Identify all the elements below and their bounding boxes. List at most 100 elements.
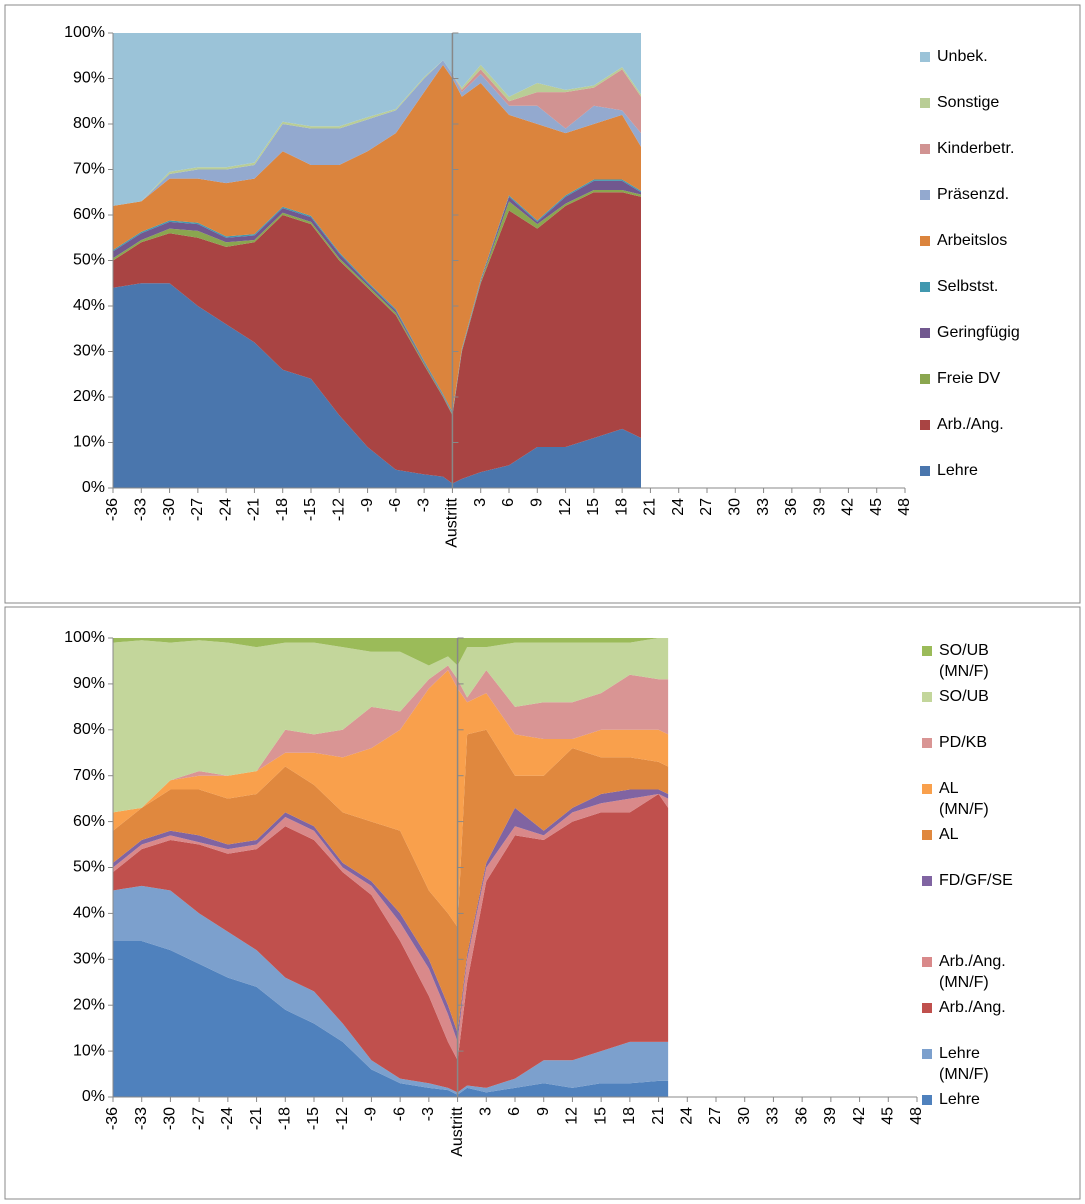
x-tick-label: -24 [219,1107,236,1130]
y-tick-label: 100% [64,629,105,646]
x-tick-label: -18 [277,1107,294,1130]
legend-label: SO/UB (MN/F) [939,642,993,680]
legend-swatch [920,466,930,476]
x-tick-label: 27 [707,1107,724,1125]
y-tick-label: 0% [82,1088,105,1105]
x-tick-label: -12 [331,498,348,521]
x-tick-label: 9 [529,498,546,507]
legend-swatch [922,738,932,748]
x-tick-label: 24 [670,498,687,516]
area-series [113,670,669,928]
y-tick-label: 100% [64,24,105,41]
x-tick-label: 48 [908,1107,925,1125]
x-tick-label: 33 [755,498,772,516]
x-tick-label: -36 [104,1107,121,1130]
y-tick-label: 0% [82,479,105,496]
y-tick-label: 60% [73,813,105,830]
x-tick-label: 15 [585,498,602,516]
x-tick-label: 12 [557,498,574,516]
x-tick-label: 9 [535,1107,552,1116]
y-tick-label: 90% [73,675,105,692]
legend-label: PD/KB [939,734,987,751]
legend-swatch [920,374,930,384]
x-tick-label: -6 [391,1107,408,1121]
legend-swatch [922,1049,932,1059]
x-tick-label: -24 [217,498,234,521]
y-tick-label: 60% [73,206,105,223]
y-tick-label: 30% [73,343,105,360]
legend-label: Lehre [937,462,978,479]
y-tick-label: 70% [73,161,105,178]
legend-label: Kinderbetr. [937,140,1014,157]
x-tick-label: 48 [896,498,913,516]
legend-swatch [920,328,930,338]
y-tick-label: 10% [73,434,105,451]
x-tick-label: 30 [736,1107,753,1125]
legend-swatch [922,957,932,967]
x-tick-label: 42 [851,1107,868,1125]
area-series [113,64,641,413]
legend-label: SO/UB [939,688,989,705]
legend-swatch [920,282,930,292]
area-series [113,885,669,1095]
x-tick-label: -36 [104,498,121,521]
y-tick-label: 50% [73,252,105,269]
x-tick-label: 12 [564,1107,581,1125]
y-tick-label: 70% [73,767,105,784]
x-tick-label: -27 [189,498,206,521]
legend-swatch [922,830,932,840]
legend-swatch [922,784,932,794]
x-tick-label: -15 [305,1107,322,1130]
legend-swatch [922,692,932,702]
legend-label: Lehre (MN/F) [939,1045,989,1083]
y-tick-label: 30% [73,951,105,968]
area-series [113,60,641,206]
y-tick-label: 20% [73,996,105,1013]
x-tick-label: -3 [420,1107,437,1121]
area-series [113,940,669,1097]
legend-label: Arbeitslos [937,232,1007,249]
area-series [113,192,641,484]
x-tick-label: -30 [162,1107,179,1130]
x-tick-label: Austritt [449,1106,466,1156]
y-tick-label: 80% [73,721,105,738]
legend-label: Geringfügig [937,324,1020,341]
legend-label: Arb./Ang. [939,999,1006,1016]
legend-swatch [922,1095,932,1105]
x-tick-label: -18 [274,498,291,521]
legend-label: Lehre [939,1091,980,1108]
legend-swatch [920,190,930,200]
area-series [113,665,669,813]
legend-swatch [920,420,930,430]
x-tick-label: -33 [133,1107,150,1130]
legend-label: Unbek. [937,48,988,65]
y-tick-label: 10% [73,1042,105,1059]
y-tick-label: 40% [73,905,105,922]
x-tick-label: 39 [822,1107,839,1125]
x-tick-label: 36 [793,1107,810,1125]
x-tick-label: 6 [500,498,517,507]
area-series [113,283,641,488]
x-tick-label: -21 [246,498,263,521]
x-tick-label: 45 [868,498,885,516]
x-tick-label: 18 [613,498,630,516]
x-tick-label: -30 [161,498,178,521]
legend-label: FD/GF/SE [939,872,1013,889]
x-tick-label: -12 [334,1107,351,1130]
x-tick-label: 42 [840,498,857,516]
legend-swatch [920,144,930,154]
legend-swatch [920,52,930,62]
x-tick-label: 33 [765,1107,782,1125]
legend-swatch [920,98,930,108]
legend-label: Arb./Ang. (MN/F) [939,953,1010,991]
x-tick-label: -33 [133,498,150,521]
x-tick-label: 21 [650,1107,667,1125]
y-tick-label: 80% [73,115,105,132]
x-tick-label: 30 [727,498,744,516]
legend-label: AL [939,826,959,843]
x-tick-label: 15 [592,1107,609,1125]
area-series [113,180,641,415]
x-tick-label: 45 [880,1107,897,1125]
area-series [113,638,669,666]
